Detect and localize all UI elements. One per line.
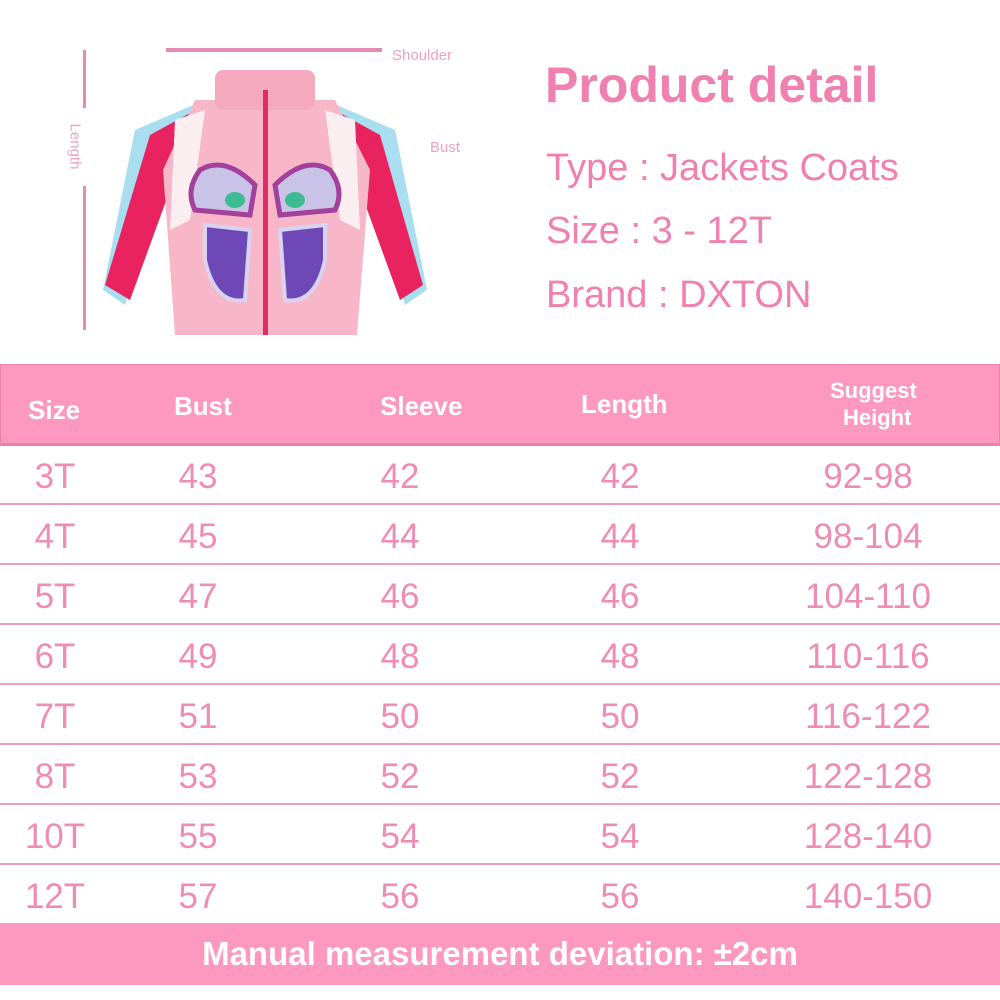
- cell-suggest-height: 128-140: [803, 817, 933, 856]
- cell-size: 6T: [34, 637, 76, 676]
- cell-size: 4T: [34, 517, 76, 556]
- cell-size: 12T: [24, 877, 86, 916]
- cell-sleeve: 52: [380, 757, 420, 796]
- cell-size: 8T: [34, 757, 76, 796]
- length-measure-line-top: [83, 50, 86, 108]
- cell-length: 48: [600, 637, 640, 676]
- cell-sleeve: 48: [380, 637, 420, 676]
- cell-bust: 47: [178, 577, 218, 616]
- product-size-range: Size : 3 - 12T: [546, 210, 772, 252]
- table-row: 8T 53 52 52 122-128: [0, 745, 1000, 805]
- cell-suggest-height: 104-110: [805, 577, 931, 616]
- cell-sleeve: 50: [380, 697, 420, 736]
- cell-length: 46: [600, 577, 640, 616]
- cell-length: 56: [600, 877, 640, 916]
- cell-size: 3T: [34, 457, 76, 496]
- header-suggest: Suggest: [830, 378, 917, 403]
- cell-suggest-height: 92-98: [823, 457, 913, 496]
- length-measure-line-bottom: [83, 186, 86, 330]
- cell-suggest-height: 110-116: [806, 637, 930, 676]
- header-sleeve: Sleeve: [380, 391, 463, 421]
- cell-bust: 51: [178, 697, 218, 736]
- cell-length: 54: [600, 817, 640, 856]
- cell-sleeve: 46: [380, 577, 420, 616]
- cell-length: 52: [600, 757, 640, 796]
- cell-bust: 45: [178, 517, 218, 556]
- cell-bust: 49: [178, 637, 218, 676]
- length-label: Length: [66, 123, 84, 170]
- header-size: Size: [28, 395, 81, 425]
- shoulder-measure-line: [166, 48, 382, 52]
- cell-suggest-height: 140-150: [803, 877, 933, 916]
- table-row: 7T 51 50 50 116-122: [0, 685, 1000, 745]
- cell-length: 50: [600, 697, 640, 736]
- cell-sleeve: 54: [380, 817, 420, 856]
- cell-suggest-height: 98-104: [813, 517, 923, 556]
- cell-length: 44: [600, 517, 640, 556]
- cell-suggest-height: 122-128: [803, 757, 933, 796]
- bust-label: Bust: [430, 139, 461, 156]
- shoulder-label: Shoulder: [392, 47, 453, 64]
- cell-size: 10T: [24, 817, 86, 856]
- cell-bust: 53: [178, 757, 218, 796]
- cell-bust: 55: [178, 817, 218, 856]
- cell-suggest-height: 116-122: [805, 697, 931, 736]
- table-row: 5T 47 46 46 104-110: [0, 565, 1000, 625]
- header-bust: Bust: [174, 391, 232, 421]
- cell-size: 5T: [34, 577, 76, 616]
- measurement-deviation-note: Manual measurement deviation: ±2cm: [0, 923, 1000, 985]
- product-detail-title: Product detail: [545, 57, 879, 113]
- cell-bust: 43: [178, 457, 218, 496]
- table-row: 12T 57 56 56 140-150: [0, 865, 1000, 925]
- cell-bust: 57: [178, 877, 218, 916]
- table-row: 3T 43 42 42 92-98: [0, 445, 1000, 505]
- cell-sleeve: 42: [380, 457, 420, 496]
- table-row: 4T 45 44 44 98-104: [0, 505, 1000, 565]
- table-header: Size Bust Sleeve Length Suggest Height: [0, 364, 1000, 446]
- table-row: 6T 49 48 48 110-116: [0, 625, 1000, 685]
- product-brand: Brand : DXTON: [546, 274, 812, 316]
- product-type: Type : Jackets Coats: [546, 147, 899, 189]
- table-row: 10T 55 54 54 128-140: [0, 805, 1000, 865]
- header-length: Length: [581, 389, 668, 419]
- cell-size: 7T: [34, 697, 76, 736]
- jacket-image: [103, 70, 427, 335]
- header-height: Height: [843, 405, 912, 430]
- cell-length: 42: [600, 457, 640, 496]
- cell-sleeve: 56: [380, 877, 420, 916]
- cell-sleeve: 44: [380, 517, 420, 556]
